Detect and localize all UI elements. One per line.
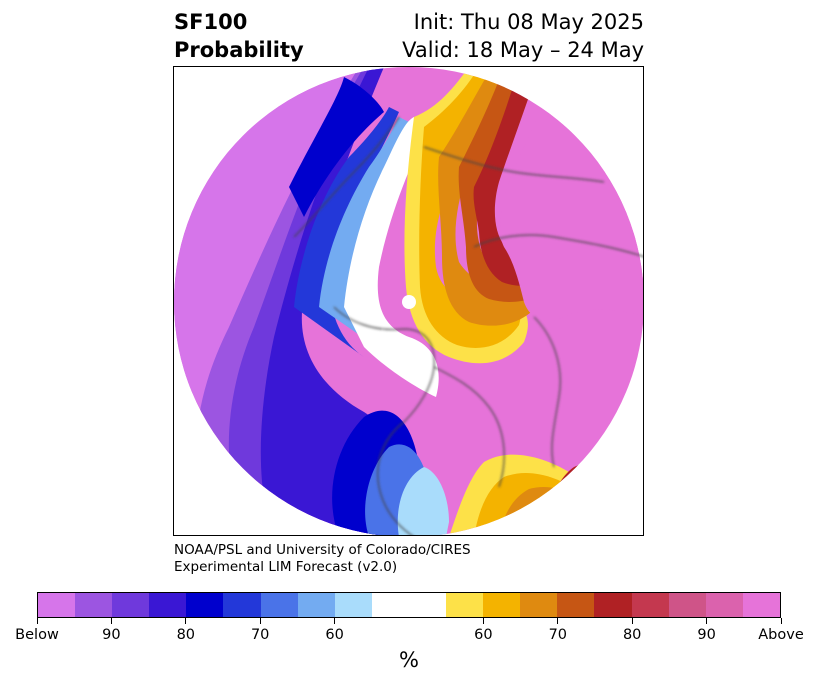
- colorbar-tick-label: 90: [697, 627, 716, 643]
- border-asia: [423, 146, 605, 183]
- neutral-channel: [344, 117, 439, 397]
- probability-field: [174, 67, 643, 535]
- colorbar-tick-label: 80: [176, 627, 196, 643]
- colorbar-segment: [149, 593, 187, 617]
- colorbar-tick-label: 90: [102, 627, 121, 643]
- colorbar-tick-label: 60: [325, 627, 344, 643]
- colorbar-segment: [705, 593, 743, 617]
- colorbar-tick: [706, 618, 708, 624]
- above-80-atlantic: [564, 483, 643, 535]
- colorbar-tick: [36, 618, 38, 624]
- colorbar-tick: [259, 618, 261, 624]
- colorbar-segment: [483, 593, 521, 617]
- coast-alaska: [293, 116, 400, 238]
- forecast-map: [173, 66, 644, 536]
- below-75-alaska: [289, 77, 384, 217]
- colorbar-segment: [334, 593, 372, 617]
- below-55-band: [397, 467, 449, 535]
- colorbar-tick-label: 80: [622, 627, 642, 643]
- valid-range: Valid: 18 May – 24 May: [402, 38, 644, 62]
- colorbar-tick: [334, 618, 336, 624]
- above-65-ring: [438, 67, 540, 326]
- colorbar-segment: [631, 593, 669, 617]
- map-title: SF100 Probability: [174, 8, 304, 64]
- colorbar-segment: [371, 593, 409, 617]
- colorbar-segment: [668, 593, 706, 617]
- colorbar-segment: [112, 593, 150, 617]
- polar-projection-map: [174, 67, 643, 535]
- below-80-band: [260, 67, 424, 535]
- colorbar-tick: [110, 618, 112, 624]
- colorbar-tick-label: 70: [250, 627, 270, 643]
- init-date: Init: Thu 08 May 2025: [413, 10, 644, 34]
- colorbar-tick: [482, 618, 484, 624]
- colorbar: [37, 592, 781, 618]
- coast-siberia: [473, 234, 643, 258]
- colorbar-segment: [38, 593, 76, 617]
- above-60-ring: [419, 67, 521, 348]
- above-70-ring: [458, 67, 554, 302]
- coastlines: [293, 116, 643, 535]
- forecast-dates: Init: Thu 08 May 2025 Valid: 18 May – 24…: [402, 8, 644, 64]
- coast-greenland: [433, 366, 505, 488]
- title-variable: SF100: [174, 10, 248, 34]
- colorbar-tick: [185, 618, 187, 624]
- colorbar-unit: %: [399, 648, 419, 672]
- coast-north-america: [377, 421, 413, 535]
- colorbar-segment: [297, 593, 335, 617]
- title-metric: Probability: [174, 38, 304, 62]
- colorbar-segment: [594, 593, 632, 617]
- colorbar-segment: [75, 593, 113, 617]
- colorbar-segment: [742, 593, 780, 617]
- colorbar-segment: [260, 593, 298, 617]
- below-70-band: [294, 107, 399, 357]
- colorbar-tick: [557, 618, 559, 624]
- coast-canada-arctic: [333, 306, 435, 423]
- colorbar-segment: [186, 593, 224, 617]
- coast-scandinavia: [533, 316, 561, 468]
- colorbar-tick-label: Below: [15, 627, 59, 643]
- colorbar-segment: [223, 593, 261, 617]
- north-pole-marker: [402, 295, 416, 309]
- colorbar-segment: [446, 593, 484, 617]
- colorbar-tick-label: Above: [758, 627, 804, 643]
- colorbar-tick: [631, 618, 633, 624]
- attribution: NOAA/PSL and University of Colorado/CIRE…: [174, 542, 471, 576]
- colorbar-tick-label: 60: [474, 627, 493, 643]
- colorbar-segment: [557, 593, 595, 617]
- colorbar-tick-label: 70: [548, 627, 568, 643]
- colorbar-segment: [408, 593, 447, 617]
- attribution-model: Experimental LIM Forecast (v2.0): [174, 559, 398, 575]
- colorbar-segment: [520, 593, 558, 617]
- attribution-org: NOAA/PSL and University of Colorado/CIRE…: [174, 542, 471, 558]
- colorbar-tick: [780, 618, 782, 624]
